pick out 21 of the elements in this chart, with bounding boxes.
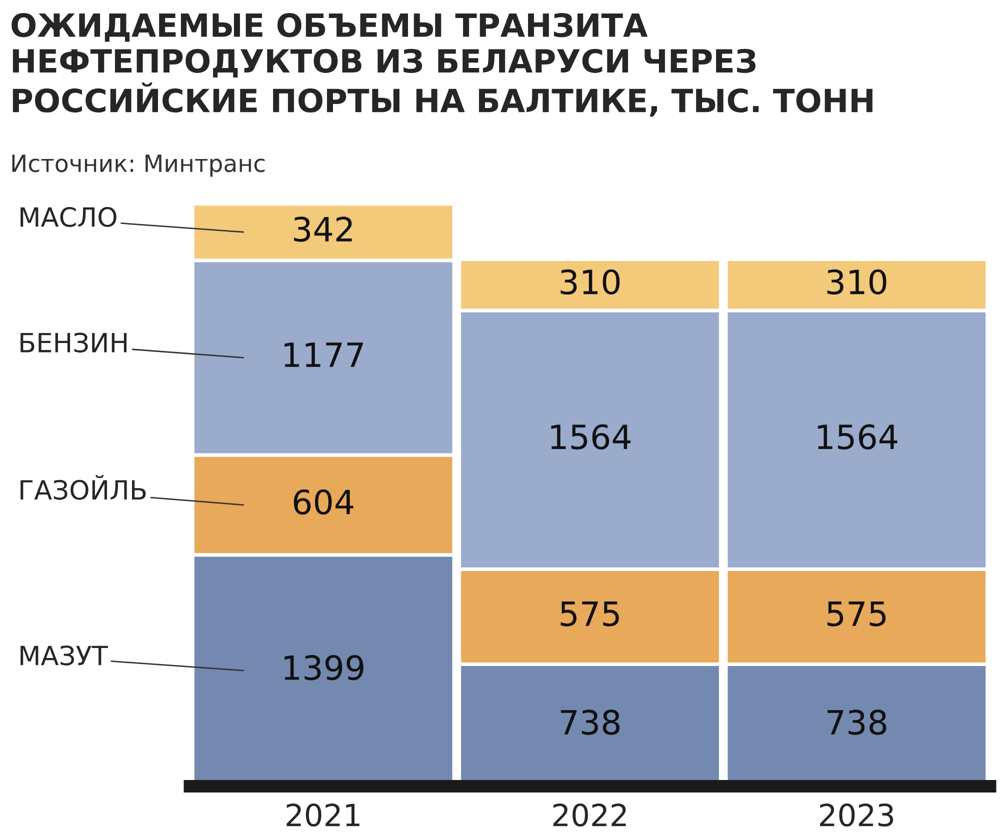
data-label: 1177 [284, 342, 363, 367]
data-label: 1399 [284, 655, 364, 680]
data-label: 604 [294, 489, 354, 515]
text: Источник: Минтранс [12, 154, 265, 177]
text: МАЗУТ [20, 645, 108, 666]
data-label: 738 [560, 710, 620, 735]
chart-title: ОЖИДАЕМЫЕ ОБЪЕМЫ ТРАНЗИТА НЕФТЕПРОДУКТОВ ИЗ БЕЛАРУСИ ЧЕРЕЗ РОССИЙСКИЕ ПОРТЫ НА БАЛТИКЕ, ТЫС. ТОНН [12, 13, 872, 117]
x-tick-label: 2022 [553, 803, 626, 827]
series-label: ГАЗОЙЛЬ [20, 475, 146, 500]
data-label: 310 [560, 269, 620, 295]
data-label: 1564 [551, 424, 631, 450]
text: БЕНЗИН [20, 332, 127, 353]
data-label: 1564 [818, 424, 898, 450]
text: МАСЛО [20, 207, 116, 228]
data-label: 575 [560, 602, 619, 626]
data-label: 342 [294, 216, 352, 242]
data-label: 310 [827, 269, 886, 295]
data-label: 575 [827, 602, 886, 626]
data-label: 738 [828, 710, 886, 735]
x-tick-label: 2023 [820, 803, 894, 827]
x-tick-label: 2021 [286, 803, 360, 827]
